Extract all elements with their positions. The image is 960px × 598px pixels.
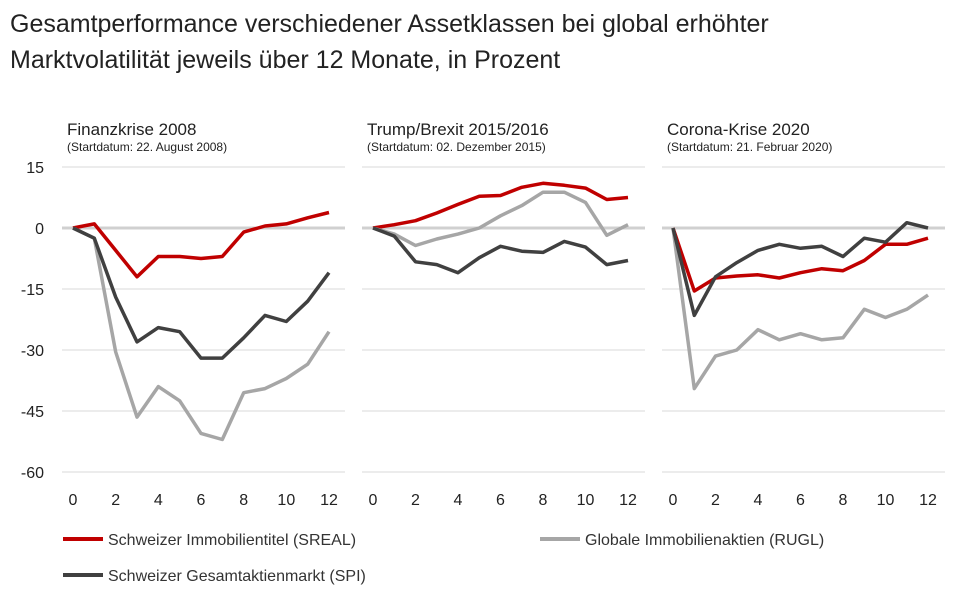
- x-tick-label: 2: [411, 492, 420, 509]
- y-tick-label: -60: [21, 465, 44, 482]
- title-line-1: Gesamtperformance verschiedener Assetkla…: [10, 10, 769, 38]
- panel-subtitle: (Startdatum: 22. August 2008): [67, 140, 227, 154]
- legend-label: Schweizer Gesamtaktienmarkt (SPI): [108, 568, 366, 585]
- y-tick-label: -15: [21, 282, 44, 299]
- x-tick-label: 0: [669, 492, 678, 509]
- chart-title: Gesamtperformance verschiedener Assetkla…: [10, 6, 769, 78]
- x-tick-label: 6: [197, 492, 206, 509]
- panel-title: Trump/Brexit 2015/2016: [367, 120, 549, 139]
- series-line: [372, 181, 629, 230]
- x-tick-label: 12: [619, 492, 637, 509]
- x-tick-label: 4: [154, 492, 163, 509]
- series-line: [72, 226, 331, 442]
- x-tick-label: 4: [754, 492, 763, 509]
- x-tick-label: 10: [877, 492, 895, 509]
- panel-subtitle: (Startdatum: 21. Februar 2020): [667, 140, 832, 154]
- x-tick-label: 0: [69, 492, 78, 509]
- series-line: [671, 227, 929, 391]
- x-tick-label: 10: [277, 492, 295, 509]
- x-tick-label: 0: [369, 492, 378, 509]
- panel-title: Corona-Krise 2020: [667, 120, 810, 139]
- legend-label: Globale Immobilienaktien (RUGL): [585, 532, 824, 549]
- x-tick-label: 4: [454, 492, 463, 509]
- panel-subtitle: (Startdatum: 02. Dezember 2015): [367, 140, 546, 154]
- title-line-2: Marktvolatilität jeweils über 12 Monate,…: [10, 46, 561, 74]
- series-line: [72, 226, 331, 360]
- y-tick-label: 15: [26, 160, 44, 177]
- series-line: [372, 226, 629, 275]
- x-tick-label: 2: [711, 492, 720, 509]
- y-tick-label: -30: [21, 343, 44, 360]
- x-tick-label: 8: [539, 492, 548, 509]
- series-line: [372, 190, 629, 248]
- panel-title: Finanzkrise 2008: [67, 120, 196, 139]
- series-line: [671, 220, 929, 318]
- y-tick-label: -45: [21, 404, 44, 421]
- x-tick-label: 12: [919, 492, 937, 509]
- x-tick-label: 8: [839, 492, 848, 509]
- x-tick-label: 6: [796, 492, 805, 509]
- legend-label: Schweizer Immobilientitel (SREAL): [108, 532, 356, 549]
- x-tick-label: 6: [496, 492, 505, 509]
- x-tick-label: 12: [320, 492, 338, 509]
- series-line: [72, 210, 330, 279]
- x-tick-label: 10: [577, 492, 595, 509]
- x-tick-label: 8: [239, 492, 248, 509]
- x-tick-label: 2: [111, 492, 120, 509]
- y-tick-label: 0: [35, 221, 44, 238]
